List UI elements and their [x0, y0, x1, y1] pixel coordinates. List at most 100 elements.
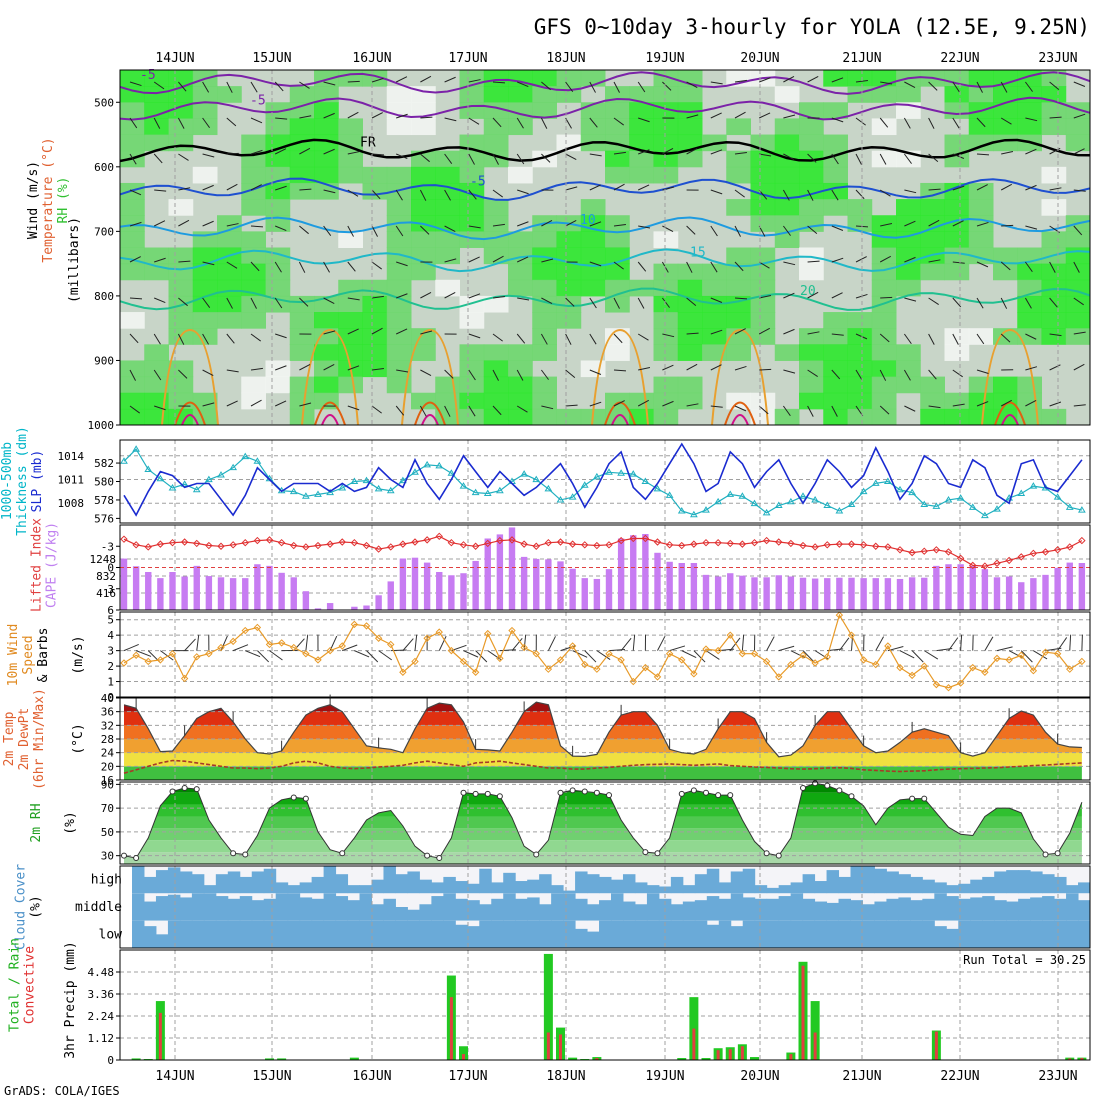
wind-barb: [274, 400, 287, 407]
lifted-index-marker: [629, 534, 637, 543]
rh-cell: [968, 376, 994, 394]
lifted-index-marker: [205, 541, 213, 550]
wind-speed-marker: [1005, 656, 1013, 664]
cloud-cell: [994, 900, 1007, 921]
wind-barb: [366, 650, 379, 663]
y-tick-label: 0: [107, 1054, 114, 1067]
wind-barb: [734, 79, 747, 83]
wind-barb: [250, 261, 260, 272]
date-label-top: 17JUN: [448, 51, 487, 66]
wind-barb: [129, 405, 140, 414]
rh-cell: [241, 166, 266, 184]
cape-bar: [314, 608, 322, 610]
precip-total-bar: [810, 1001, 820, 1060]
wind-barb: [444, 189, 451, 201]
panel-frame: [119, 697, 1091, 781]
rh-marker: [193, 786, 200, 793]
rh-cell: [1065, 231, 1091, 248]
date-label-top: 16JUN: [352, 51, 391, 66]
wind-barb: [1000, 297, 1008, 309]
warm-contour: [981, 328, 1039, 426]
cape-bar: [423, 562, 431, 610]
wind-barb: [783, 261, 796, 266]
cloud-cell: [563, 920, 576, 948]
cloud-cell: [1018, 898, 1031, 921]
rh-marker: [775, 852, 782, 859]
wind-barb: [323, 225, 332, 236]
y-tick-label: 3: [107, 583, 114, 596]
y-tick-label: 3.36: [88, 988, 115, 1001]
wind-speed-marker: [411, 657, 419, 666]
rh-cell: [217, 312, 242, 329]
rh-cell: [677, 102, 703, 119]
rh-cell: [192, 279, 218, 297]
thickness-marker: [920, 500, 929, 508]
cape-bar: [581, 578, 588, 610]
precip-total-bar: [349, 1057, 359, 1060]
rh-cell: [241, 134, 266, 152]
rh-cell: [435, 231, 460, 248]
wind-barb: [371, 405, 382, 414]
cape-bar: [145, 571, 152, 610]
cloud-cell: [311, 876, 325, 894]
cloud-cell: [407, 909, 420, 921]
wind-barb: [613, 183, 625, 191]
cloud-cell: [682, 885, 696, 894]
rh-cell: [799, 247, 824, 265]
y-tick-label: 28: [101, 733, 114, 746]
wind-speed-marker: [277, 639, 286, 647]
cloud-cell: [1066, 920, 1079, 948]
wind-speed-marker: [447, 646, 456, 655]
cloud-cell: [754, 885, 768, 894]
cloud-cell: [347, 900, 361, 921]
panel-ylabel: Lifted Index: [30, 518, 45, 612]
wind-barb: [517, 221, 529, 227]
wind-barb: [952, 261, 965, 264]
rh-marker: [290, 794, 297, 801]
rh-cell: [483, 247, 509, 265]
rh-cell: [192, 312, 218, 329]
wind-speed-marker: [265, 640, 274, 649]
rh-cell: [168, 199, 194, 216]
cloud-cell: [371, 904, 384, 921]
cloud-cell: [491, 898, 504, 921]
rh-cell: [944, 182, 970, 200]
lifted-index-marker: [265, 536, 274, 544]
rh-marker: [169, 788, 176, 795]
cape-bar: [181, 576, 188, 610]
cape-bar: [1054, 567, 1061, 610]
rh-cell: [338, 70, 363, 87]
isotherm-label: -5: [250, 94, 266, 109]
cloud-cell: [143, 901, 157, 921]
wind-barb: [226, 183, 238, 191]
wind-barb: [1001, 151, 1014, 155]
wind-speed-marker: [241, 626, 249, 635]
wind-barb: [904, 256, 916, 263]
thickness-marker: [544, 484, 553, 492]
panel-ylabel: 2m DewPt: [17, 708, 32, 771]
rh-cell: [799, 118, 824, 136]
cape-bar: [387, 581, 394, 610]
thickness-marker: [338, 483, 347, 491]
wind-barb: [202, 402, 215, 407]
wind-barb: [879, 153, 887, 165]
wind-barb: [129, 189, 142, 196]
panel-ylabel: (m/s): [71, 635, 86, 674]
lifted-index-marker: [471, 542, 480, 550]
rh-cell: [338, 134, 363, 152]
rh-cell: [532, 328, 557, 345]
cloud-cell: [826, 902, 840, 921]
lifted-index-marker: [241, 539, 249, 547]
rh-cell: [750, 199, 776, 216]
wind-barb: [904, 81, 916, 89]
rh-cell: [192, 328, 218, 345]
cloud-cell: [323, 893, 337, 921]
rh-cell: [168, 118, 194, 136]
wind-barb: [783, 328, 795, 335]
cloud-cell: [443, 876, 456, 894]
panel-ylabel: Convective: [23, 946, 38, 1024]
wind-speed-marker: [738, 650, 747, 658]
wind-barb: [468, 79, 481, 83]
rh-cell: [508, 263, 533, 281]
lifted-index-marker: [920, 547, 928, 555]
